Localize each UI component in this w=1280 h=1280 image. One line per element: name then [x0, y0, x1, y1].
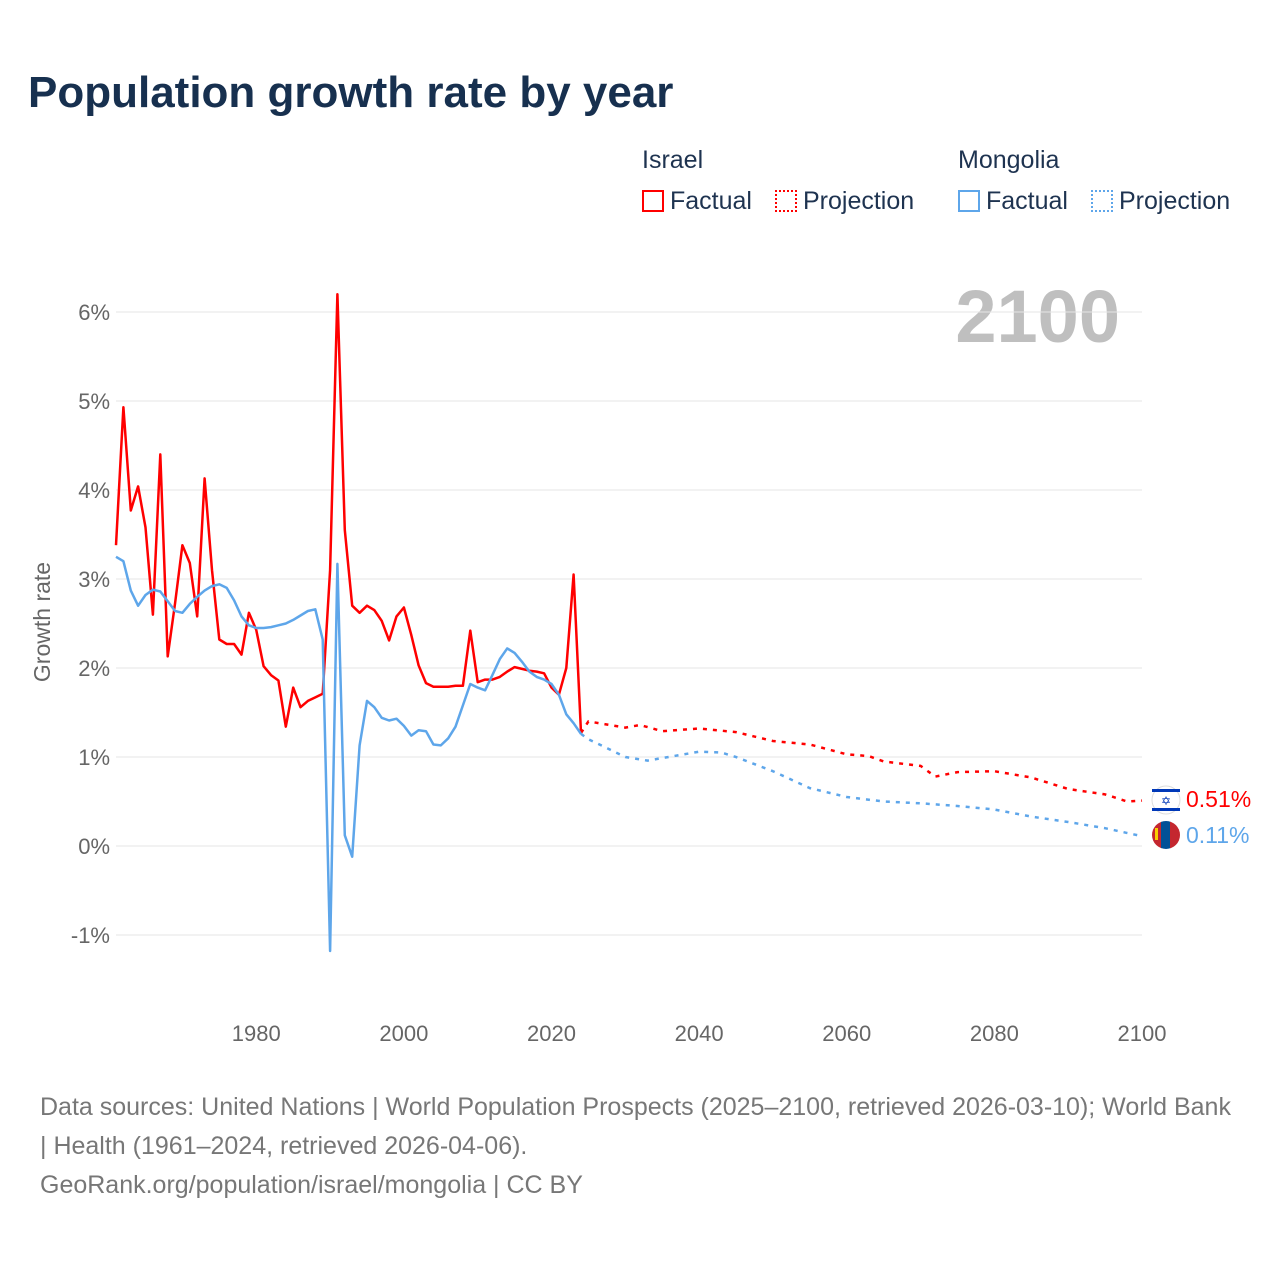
- legend-mongolia-factual[interactable]: Factual: [958, 187, 1068, 216]
- data-sources: Data sources: United Nations | World Pop…: [40, 1093, 1231, 1160]
- legend-label: Factual: [986, 187, 1068, 215]
- x-tick-label: 2020: [527, 1021, 576, 1046]
- x-tick-label: 2060: [822, 1021, 871, 1046]
- line-chart: 2100 Growth rate -1% 0% 1% 2% 3% 4% 5% 6% 1980 20…: [29, 275, 1251, 1046]
- israel-end-value: 0.51%: [1186, 786, 1251, 812]
- y-tick-label: 4%: [78, 478, 110, 503]
- y-axis-label: Growth rate: [29, 562, 55, 682]
- legend-israel-projection[interactable]: Projection: [775, 187, 914, 216]
- y-tick-label: 1%: [78, 745, 110, 770]
- end-label-mongolia: 0.11%: [1152, 821, 1250, 849]
- legend-mongolia-title: Mongolia: [958, 146, 1060, 174]
- legend-label: Factual: [670, 187, 752, 215]
- solid-swatch-icon: [642, 190, 664, 212]
- dotted-swatch-icon: [1091, 190, 1113, 212]
- x-tick-label: 2000: [379, 1021, 428, 1046]
- x-tick-label: 2080: [970, 1021, 1019, 1046]
- series-mongolia-factual: [115, 555, 583, 953]
- page-title: Population growth rate by year: [28, 68, 674, 117]
- series-mongolia-projection: [580, 732, 1143, 838]
- y-tick-label: 5%: [78, 389, 110, 414]
- legend-mongolia-projection[interactable]: Projection: [1091, 187, 1230, 216]
- legend-label: Projection: [803, 187, 915, 215]
- source-link[interactable]: GeoRank.org/population/israel/mongolia |…: [40, 1171, 583, 1199]
- x-tick-label: 2040: [675, 1021, 724, 1046]
- legend-israel-factual[interactable]: Factual: [642, 187, 752, 216]
- legend-israel-title: Israel: [642, 146, 704, 174]
- series-israel-factual: [114, 292, 583, 734]
- legend-label: Projection: [1119, 187, 1231, 215]
- y-tick-label: 2%: [78, 656, 110, 681]
- y-tick-label: 6%: [78, 300, 110, 325]
- y-tick-label: 0%: [78, 834, 110, 859]
- y-tick-label: 3%: [78, 567, 110, 592]
- x-tick-label: 2100: [1118, 1021, 1167, 1046]
- mongolia-end-value: 0.11%: [1186, 822, 1250, 848]
- dotted-swatch-icon: [775, 190, 797, 212]
- year-watermark: 2100: [955, 275, 1120, 358]
- solid-swatch-icon: [958, 190, 980, 212]
- israel-flag-icon: [1151, 785, 1181, 815]
- y-tick-label: -1%: [71, 923, 110, 948]
- series-israel-projection: [579, 720, 1143, 803]
- x-tick-label: 1980: [232, 1021, 281, 1046]
- end-label-israel: ✡ 0.51%: [1151, 785, 1251, 815]
- mongolia-flag-icon: [1152, 821, 1180, 849]
- footer: Data sources: United Nations | World Pop…: [40, 1088, 1240, 1205]
- svg-text:✡: ✡: [1161, 794, 1171, 808]
